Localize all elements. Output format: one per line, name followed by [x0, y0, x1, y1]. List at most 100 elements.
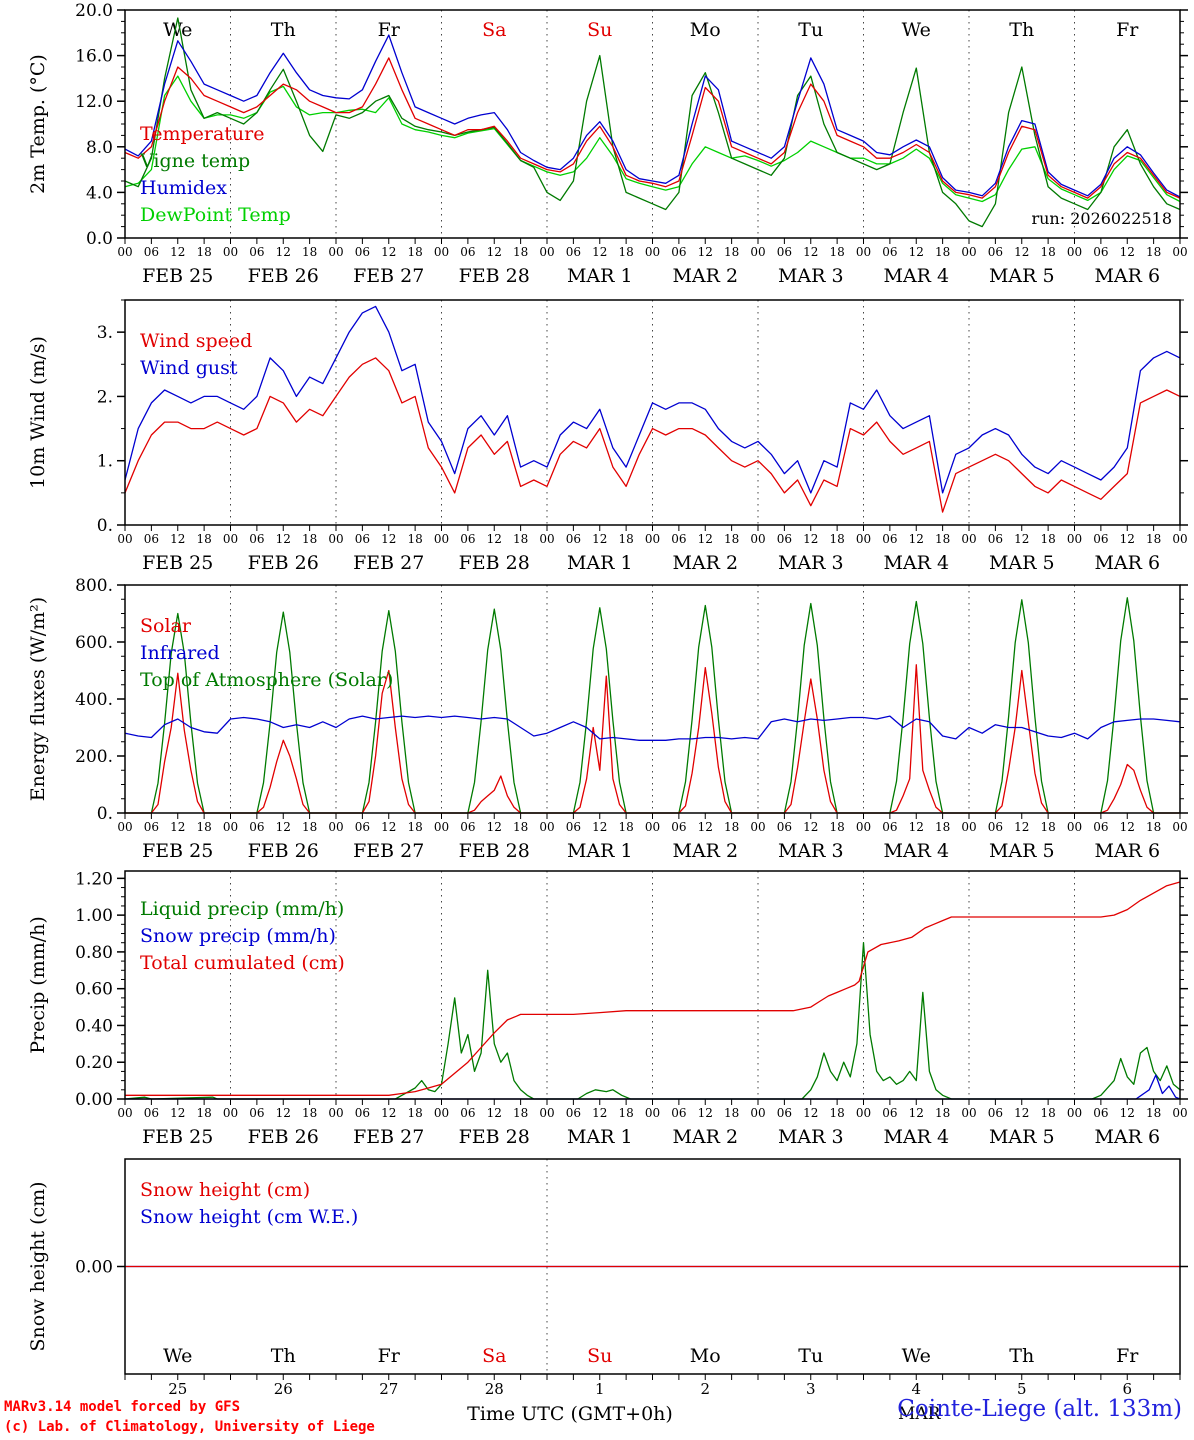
svg-text:MAR 2: MAR 2: [672, 840, 738, 861]
svg-text:FEB 25: FEB 25: [142, 1126, 213, 1148]
svg-text:00: 00: [1067, 820, 1082, 834]
svg-text:00: 00: [1067, 245, 1082, 259]
svg-text:Energy fluxes (W/m²): Energy fluxes (W/m²): [27, 597, 49, 801]
svg-text:12: 12: [592, 820, 607, 834]
svg-text:06: 06: [355, 532, 370, 546]
precip-chart-svg: 0.00 0.20 0.40 0.60 0.80 1.00 1.20 00 06 12 18 00 06…: [27, 869, 1188, 1148]
svg-text:16.0: 16.0: [75, 47, 113, 67]
temperature-chart-svg: 0.0 4.0 8.0 12.0 16.0 20.0 00 06 12 18 00 06 12 18 00 0…: [27, 1, 1188, 287]
svg-text:18: 18: [829, 532, 844, 546]
svg-text:FEB 25: FEB 25: [142, 265, 213, 287]
svg-text:MAR 1: MAR 1: [567, 1126, 633, 1148]
svg-text:MAR 2: MAR 2: [672, 265, 738, 287]
svg-text:12: 12: [276, 532, 291, 546]
svg-text:18: 18: [829, 820, 844, 834]
svg-text:00: 00: [856, 532, 871, 546]
svg-text:18: 18: [407, 532, 422, 546]
svg-text:Fr: Fr: [1116, 19, 1139, 41]
svg-text:06: 06: [144, 1106, 159, 1120]
svg-text:0.00: 0.00: [75, 1258, 113, 1278]
svg-text:MAR 4: MAR 4: [883, 840, 949, 861]
svg-text:28: 28: [485, 1380, 504, 1398]
svg-text:12: 12: [276, 1106, 291, 1120]
svg-text:18: 18: [935, 1106, 950, 1120]
svg-text:12: 12: [1014, 532, 1029, 546]
svg-text:06: 06: [355, 1106, 370, 1120]
svg-text:18: 18: [829, 245, 844, 259]
svg-text:12: 12: [803, 820, 818, 834]
svg-text:06: 06: [882, 1106, 897, 1120]
svg-text:FEB 27: FEB 27: [353, 1126, 424, 1148]
station-label: Cointe-Liege (alt. 133m): [897, 1396, 1182, 1422]
svg-text:00: 00: [1172, 245, 1187, 259]
svg-text:00: 00: [328, 245, 343, 259]
svg-text:06: 06: [460, 820, 475, 834]
svg-text:18: 18: [1040, 245, 1055, 259]
time-axis-title: Time UTC (GMT+0h): [467, 1403, 673, 1425]
svg-text:MAR 2: MAR 2: [672, 552, 738, 574]
svg-text:00: 00: [961, 1106, 976, 1120]
svg-text:00: 00: [1067, 1106, 1082, 1120]
svg-text:00: 00: [750, 532, 765, 546]
svg-text:Snow height (cm): Snow height (cm): [27, 1181, 49, 1351]
svg-text:4: 4: [911, 1380, 921, 1398]
svg-text:00: 00: [1067, 532, 1082, 546]
svg-text:We: We: [163, 1345, 192, 1367]
svg-text:18: 18: [1146, 245, 1161, 259]
svg-text:00: 00: [434, 1106, 449, 1120]
svg-text:FEB 25: FEB 25: [142, 552, 213, 574]
svg-text:1: 1: [595, 1380, 605, 1398]
svg-text:12: 12: [1120, 532, 1135, 546]
svg-text:FEB 26: FEB 26: [248, 265, 319, 287]
svg-text:06: 06: [566, 245, 581, 259]
svg-text:06: 06: [249, 532, 264, 546]
svg-text:18: 18: [618, 245, 633, 259]
svg-text:12: 12: [803, 245, 818, 259]
svg-text:Wind gust: Wind gust: [140, 357, 238, 379]
svg-text:MAR 1: MAR 1: [567, 265, 633, 287]
svg-text:12: 12: [803, 532, 818, 546]
svg-text:00: 00: [539, 820, 554, 834]
svg-text:18: 18: [196, 820, 211, 834]
svg-text:00: 00: [856, 1106, 871, 1120]
svg-text:1.00: 1.00: [75, 906, 113, 926]
svg-text:00: 00: [645, 532, 660, 546]
svg-text:06: 06: [777, 820, 792, 834]
svg-text:12: 12: [909, 820, 924, 834]
svg-text:Sa: Sa: [482, 1345, 506, 1367]
svg-text:12: 12: [698, 820, 713, 834]
svg-text:MAR 3: MAR 3: [778, 265, 844, 287]
svg-text:18: 18: [302, 245, 317, 259]
svg-text:12: 12: [487, 245, 502, 259]
svg-text:06: 06: [671, 245, 686, 259]
svg-text:FEB 28: FEB 28: [459, 265, 530, 287]
svg-text:00: 00: [961, 532, 976, 546]
svg-text:06: 06: [777, 1106, 792, 1120]
svg-text:00: 00: [961, 245, 976, 259]
svg-text:00: 00: [117, 1106, 132, 1120]
svg-text:12: 12: [170, 245, 185, 259]
svg-text:DewPoint Temp: DewPoint Temp: [140, 204, 291, 226]
svg-text:12: 12: [592, 532, 607, 546]
svg-text:12: 12: [592, 245, 607, 259]
svg-text:20.0: 20.0: [75, 1, 113, 21]
svg-text:00: 00: [539, 1106, 554, 1120]
energy-chart-svg: 0. 200. 400. 600. 800. 00 06 12 18 00 06 12 18 00 06 12…: [27, 576, 1188, 861]
svg-text:18: 18: [618, 1106, 633, 1120]
svg-text:12: 12: [1014, 245, 1029, 259]
svg-text:06: 06: [777, 245, 792, 259]
svg-text:18: 18: [196, 245, 211, 259]
svg-text:MAR 4: MAR 4: [883, 1126, 949, 1148]
svg-text:00: 00: [1172, 1106, 1187, 1120]
svg-text:12: 12: [698, 245, 713, 259]
svg-text:MAR 3: MAR 3: [778, 552, 844, 574]
svg-text:600.: 600.: [75, 633, 113, 653]
svg-text:0.80: 0.80: [75, 943, 113, 963]
svg-text:12: 12: [1120, 820, 1135, 834]
svg-text:18: 18: [302, 532, 317, 546]
svg-text:0.: 0.: [97, 516, 113, 536]
svg-text:FEB 27: FEB 27: [353, 840, 424, 861]
svg-text:We: We: [902, 1345, 931, 1367]
svg-text:06: 06: [355, 820, 370, 834]
